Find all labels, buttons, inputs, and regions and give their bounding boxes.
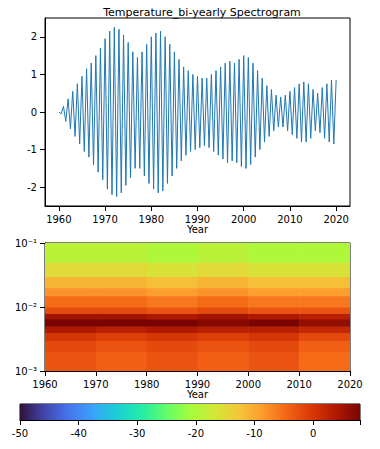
svg-text:0: 0: [31, 107, 37, 118]
svg-text:-20: -20: [188, 428, 204, 439]
svg-text:2020: 2020: [323, 214, 348, 225]
svg-text:1980: 1980: [134, 379, 159, 390]
svg-text:1960: 1960: [32, 379, 57, 390]
svg-text:Year: Year: [186, 389, 209, 400]
svg-text:10⁻³: 10⁻³: [15, 366, 37, 377]
svg-text:1990: 1990: [185, 379, 210, 390]
svg-text:2: 2: [31, 31, 37, 42]
svg-text:1970: 1970: [92, 214, 117, 225]
svg-text:1: 1: [31, 69, 37, 80]
svg-text:2000: 2000: [236, 379, 261, 390]
svg-text:1990: 1990: [185, 214, 210, 225]
svg-text:10⁻²: 10⁻²: [15, 302, 37, 313]
svg-text:1970: 1970: [83, 379, 108, 390]
svg-text:-30: -30: [129, 428, 145, 439]
svg-text:2000: 2000: [231, 214, 256, 225]
svg-text:2020: 2020: [337, 379, 362, 390]
svg-text:Year: Year: [186, 224, 209, 235]
svg-text:-2: -2: [27, 182, 37, 193]
svg-text:0: 0: [310, 428, 316, 439]
svg-text:10⁻¹: 10⁻¹: [15, 238, 37, 249]
svg-text:2010: 2010: [277, 214, 302, 225]
svg-text:2010: 2010: [286, 379, 311, 390]
svg-text:-10: -10: [246, 428, 262, 439]
svg-text:-40: -40: [70, 428, 86, 439]
svg-text:Temperature_bi-yearly Spectrog: Temperature_bi-yearly Spectrogram: [102, 6, 301, 19]
svg-text:-1: -1: [27, 144, 37, 155]
svg-text:1980: 1980: [139, 214, 164, 225]
svg-text:-50: -50: [12, 428, 28, 439]
svg-text:1960: 1960: [46, 214, 71, 225]
